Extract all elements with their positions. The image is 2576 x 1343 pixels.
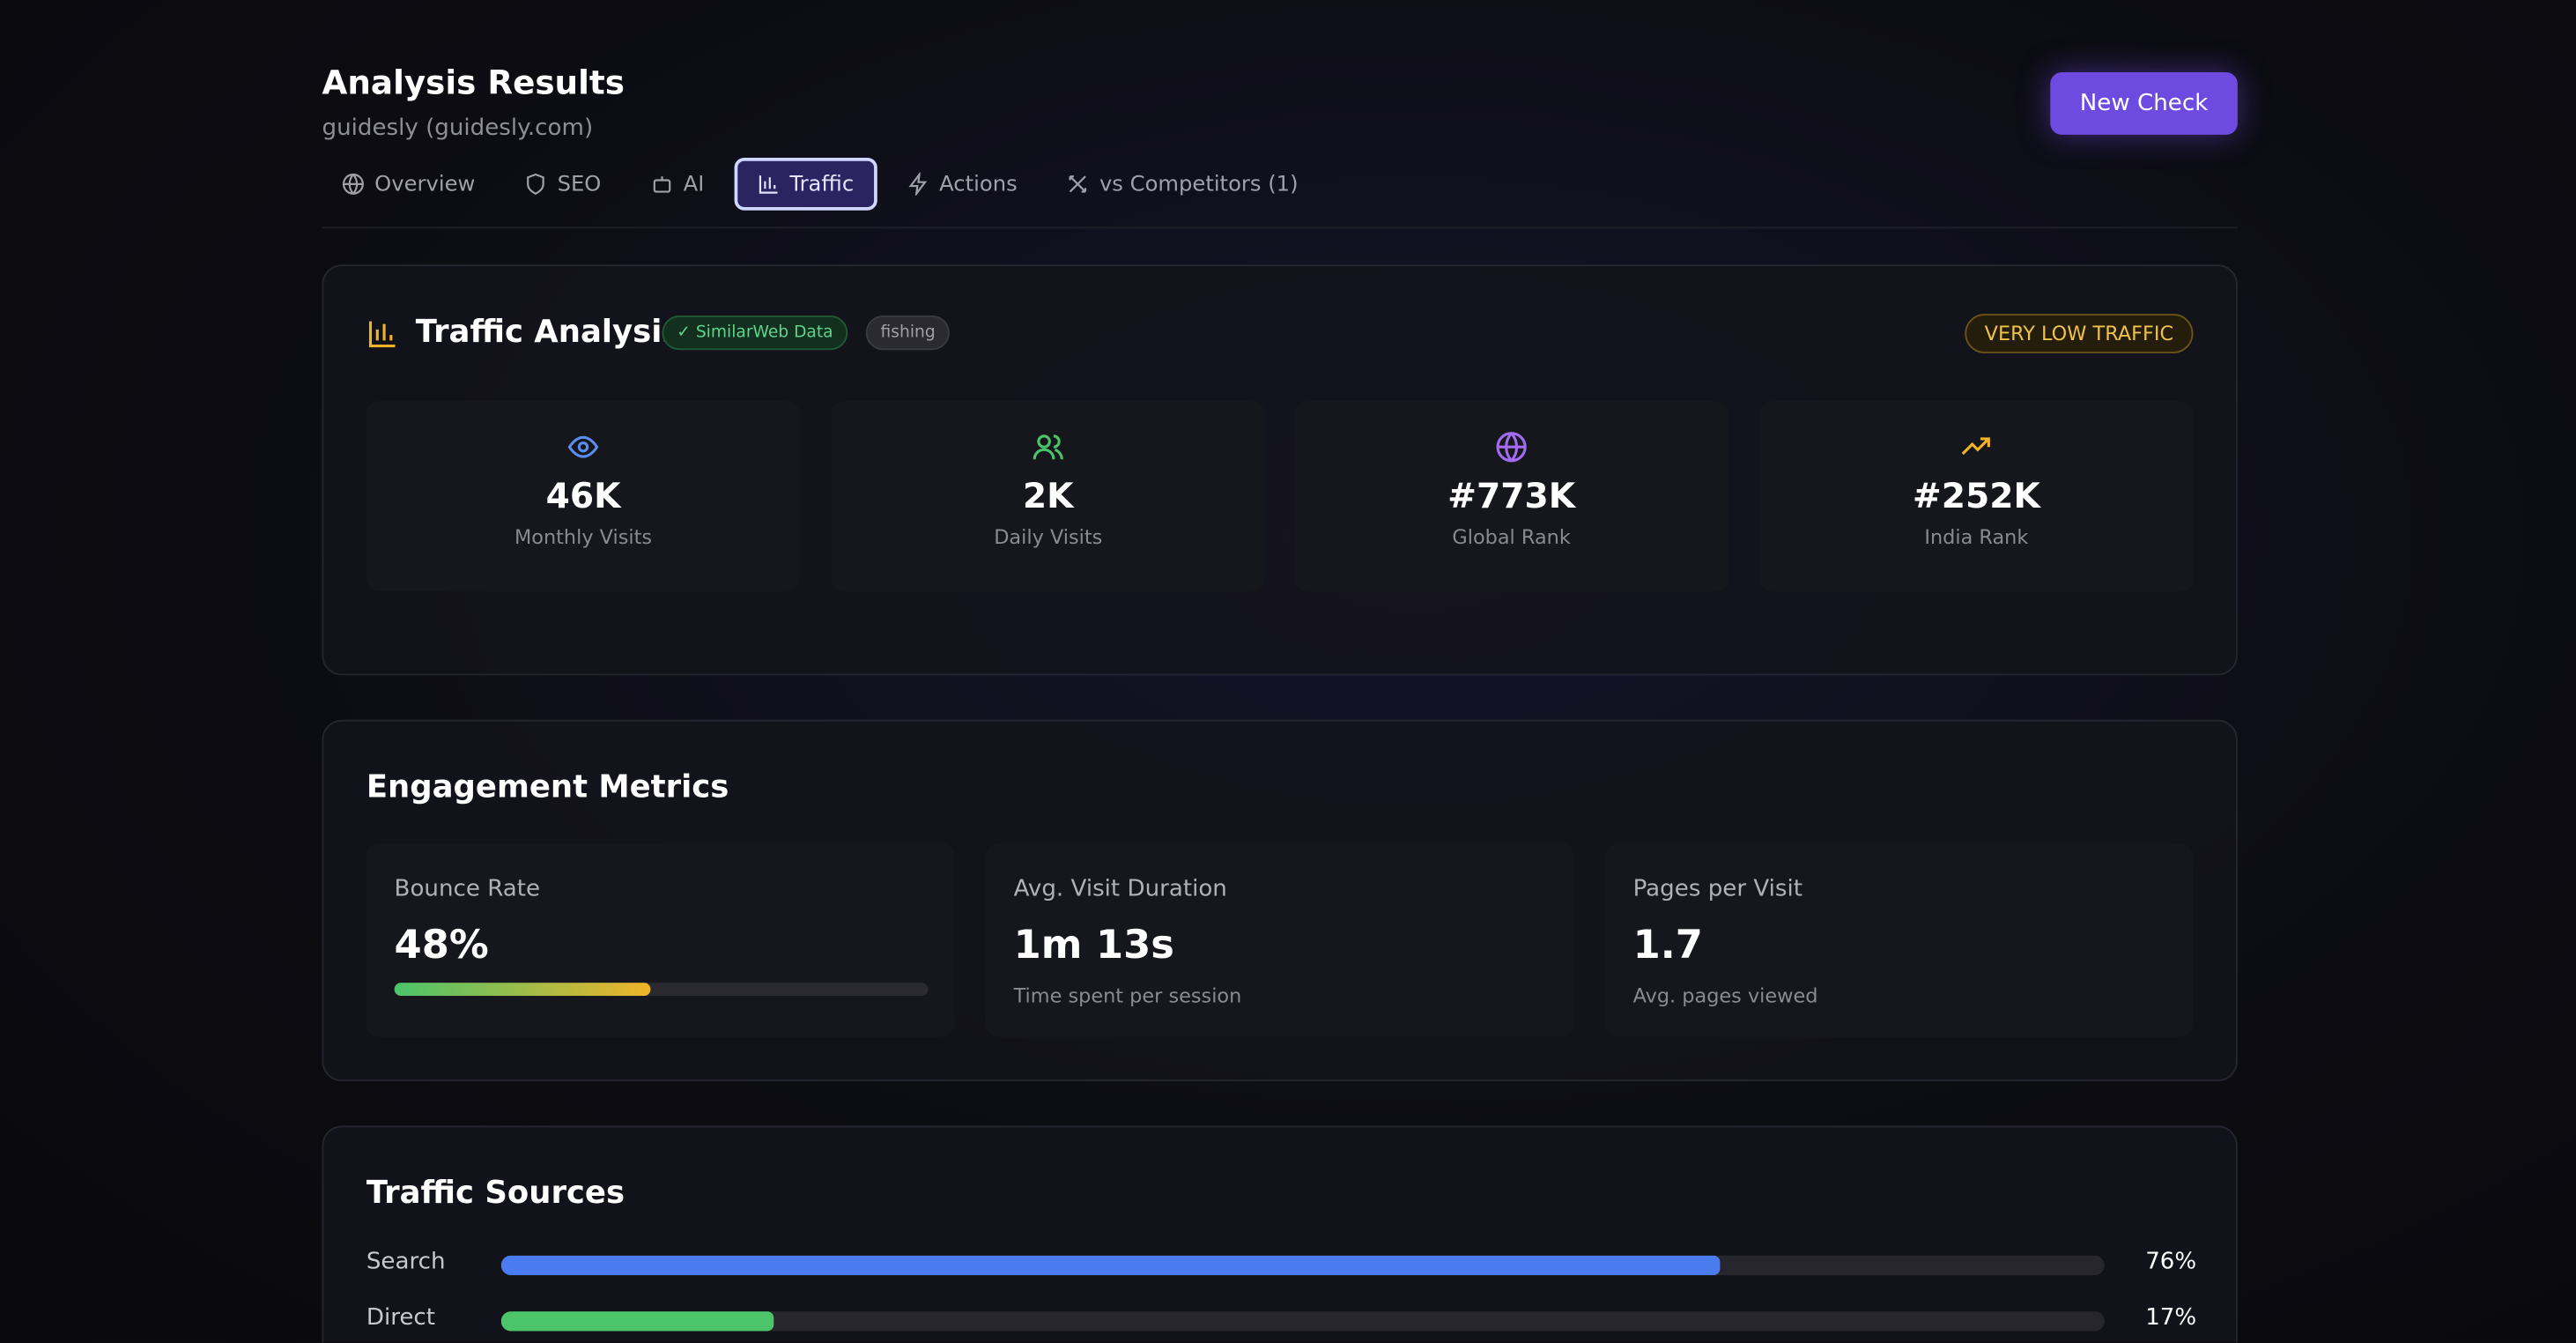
stat-card: #773K Global Rank: [1294, 401, 1728, 592]
source-bar: [500, 1255, 1720, 1276]
source-percent: 17%: [2145, 1304, 2197, 1332]
metric-card: Bounce Rate 48%: [366, 842, 955, 1037]
new-check-button[interactable]: New Check: [2050, 72, 2238, 135]
card-title: Traffic Sources: [366, 1175, 625, 1212]
tab[interactable]: Actions: [886, 158, 1037, 211]
card-title: Engagement Metrics: [366, 768, 729, 805]
traffic-level: VERY LOW TRAFFIC: [1965, 314, 2194, 353]
tab-bar: Overview SEO AI Traffic Actions vs Compe…: [322, 158, 1318, 211]
tab-label: Traffic: [789, 171, 855, 197]
source-track: [500, 1311, 2105, 1332]
source-row: Search 76%: [366, 1249, 2196, 1281]
sources-card: Traffic Sources Search 76% Direct 17%: [322, 1125, 2238, 1343]
source-name: Search: [366, 1249, 446, 1276]
metric-label: Pages per Visit: [1632, 875, 1803, 902]
site-name: guidesly (guidesly.com): [322, 115, 594, 142]
card-title: Traffic Analysis: [415, 314, 681, 351]
stat-label: Daily Visits: [994, 525, 1103, 549]
source-badge: ✓ SimilarWeb Data: [662, 315, 848, 351]
engagement-card: Engagement Metrics Bounce Rate 48% Avg. …: [322, 719, 2238, 1082]
category-tag: fishing: [865, 315, 951, 351]
tab[interactable]: AI: [631, 158, 724, 211]
stat-label: Global Rank: [1452, 525, 1571, 549]
metric-label: Bounce Rate: [394, 875, 541, 902]
page-title: Analysis Results: [322, 62, 625, 102]
stat-card: 2K Daily Visits: [831, 401, 1265, 592]
metric-card: Pages per Visit 1.7 Avg. pages viewed: [1604, 842, 2194, 1037]
metric-card: Avg. Visit Duration 1m 13s Time spent pe…: [985, 842, 1574, 1037]
progress-bar: [394, 983, 651, 997]
source-name: Direct: [366, 1304, 436, 1332]
stat-value: 2K: [1022, 476, 1074, 516]
chart-icon: [368, 321, 396, 348]
source-percent: 76%: [2145, 1249, 2197, 1276]
source-row: Direct 17%: [366, 1305, 2196, 1338]
source-bar: [500, 1311, 774, 1332]
tab-label: AI: [683, 171, 705, 197]
divider: [322, 226, 2238, 229]
tab-label: vs Competitors (1): [1099, 171, 1299, 197]
metric-note: Avg. pages viewed: [1632, 984, 1818, 1008]
stat-card: 46K Monthly Visits: [366, 401, 801, 592]
metric-value: 48%: [394, 922, 489, 968]
stat-label: Monthly Visits: [514, 525, 653, 549]
metric-label: Avg. Visit Duration: [1013, 875, 1227, 902]
source-track: [500, 1255, 2105, 1276]
tab[interactable]: vs Competitors (1): [1047, 158, 1318, 211]
stat-value: #773K: [1447, 476, 1576, 516]
metric-value: 1.7: [1632, 922, 1703, 968]
traffic-card: Traffic Analysis ✓ SimilarWeb Data fishi…: [322, 264, 2238, 676]
stat-card: #252K India Rank: [1759, 401, 2194, 592]
tab[interactable]: SEO: [505, 158, 621, 211]
stat-value: 46K: [545, 476, 621, 516]
tab-label: Actions: [939, 171, 1018, 197]
tab-active[interactable]: Traffic: [733, 158, 877, 211]
stat-value: #252K: [1912, 476, 2040, 516]
metric-note: Time spent per session: [1013, 984, 1242, 1008]
tab-label: SEO: [557, 171, 602, 197]
tab-label: Overview: [374, 171, 476, 197]
metric-value: 1m 13s: [1013, 922, 1174, 968]
progress-track: [394, 983, 929, 997]
tab[interactable]: Overview: [322, 158, 495, 211]
stat-label: India Rank: [1924, 525, 2029, 549]
